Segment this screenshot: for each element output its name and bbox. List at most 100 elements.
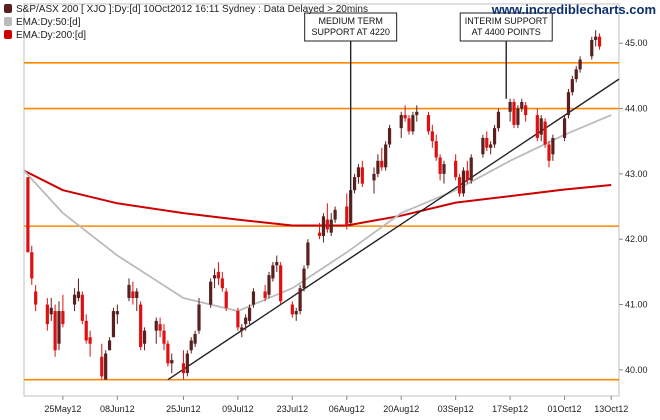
candle-body: [399, 115, 403, 129]
candle: [594, 30, 598, 47]
annotation-box: [304, 12, 398, 42]
candle-body: [236, 311, 240, 328]
candle: [76, 278, 81, 302]
candle: [158, 317, 162, 338]
candle-body: [135, 291, 139, 298]
candle-body: [107, 340, 112, 351]
candle: [267, 271, 271, 298]
candle-body: [294, 311, 298, 315]
candle-body: [384, 144, 388, 168]
candle-body: [158, 324, 162, 331]
candle: [508, 98, 512, 122]
candle: [220, 271, 224, 292]
candle: [166, 340, 170, 367]
candle-body: [189, 340, 193, 351]
candle: [30, 245, 34, 285]
candle: [139, 301, 143, 351]
candle-body: [76, 291, 81, 298]
candle-body: [212, 275, 217, 279]
candle-body: [49, 307, 53, 315]
candle-body: [387, 128, 392, 145]
y-tick-label: 42.00: [625, 234, 648, 244]
candle-body: [434, 141, 438, 158]
candle-body: [244, 317, 248, 325]
candle: [212, 268, 217, 289]
candle-body: [516, 108, 520, 125]
legend: S&P/ASX 200 [ XJO ]:Dy:[d] 10Oct2012 16:…: [4, 4, 368, 41]
x-tick-label: 25May12: [44, 404, 81, 414]
candle: [236, 307, 240, 331]
candle: [224, 288, 228, 312]
candle-body: [88, 337, 92, 344]
candle: [415, 105, 419, 122]
candle: [352, 173, 357, 194]
candle: [345, 193, 349, 230]
candle: [376, 154, 380, 178]
candle-body: [263, 291, 267, 298]
candle: [457, 173, 462, 197]
candle-body: [84, 320, 88, 341]
candle: [104, 350, 108, 380]
candle: [360, 160, 364, 187]
candle: [88, 330, 92, 357]
candle-body: [34, 291, 38, 305]
candle: [543, 118, 547, 148]
candle: [426, 111, 431, 135]
legend-ema50-swatch: [4, 17, 12, 26]
candle-body: [356, 167, 361, 178]
candle-body: [574, 69, 578, 80]
candle-body: [376, 160, 380, 174]
candle: [321, 213, 326, 243]
candle-body: [111, 311, 116, 338]
candle: [325, 203, 329, 233]
candle: [216, 262, 221, 285]
candle-body: [524, 105, 528, 116]
candles: [26, 30, 602, 380]
candle: [524, 102, 528, 122]
candle-body: [240, 327, 244, 331]
candle-body: [170, 360, 174, 364]
candle-body: [594, 36, 598, 40]
candle: [193, 330, 197, 347]
candle-body: [247, 307, 252, 321]
y-tick-label: 43.00: [625, 169, 648, 179]
candle-body: [442, 164, 446, 174]
x-tick-label: 23Jul12: [277, 404, 309, 414]
x-tick-label: 06Aug12: [329, 404, 365, 414]
candle-body: [100, 356, 104, 377]
candle: [547, 141, 551, 168]
candle: [247, 304, 252, 325]
annotation-box: [459, 12, 553, 42]
candle-body: [485, 137, 489, 148]
candle: [80, 291, 84, 325]
candle: [578, 56, 582, 73]
candle: [356, 164, 361, 184]
candle: [135, 288, 139, 312]
candle: [570, 75, 574, 96]
candle: [61, 294, 65, 328]
candle-body: [360, 167, 364, 184]
candle-body: [345, 206, 349, 227]
candle-body: [139, 304, 143, 347]
candle-body: [298, 288, 302, 312]
candle-body: [267, 275, 271, 295]
candle: [162, 324, 166, 351]
candle: [131, 281, 135, 305]
candle-body: [290, 304, 294, 315]
candle-body: [325, 219, 329, 230]
annotation-text: MEDIUM TERM: [318, 16, 382, 26]
candle-body: [349, 190, 353, 223]
candle: [317, 222, 322, 240]
candle-body: [578, 59, 582, 70]
annotation-text: AT 4400 POINTS: [472, 27, 541, 37]
candle-body: [407, 118, 411, 132]
candle-body: [306, 242, 310, 266]
candle: [142, 327, 147, 351]
candle-body: [543, 121, 547, 145]
candle: [271, 262, 275, 282]
candle-body: [321, 216, 326, 236]
candle: [170, 353, 174, 374]
candle: [590, 36, 594, 60]
candle: [461, 167, 466, 197]
candle-body: [461, 170, 466, 194]
